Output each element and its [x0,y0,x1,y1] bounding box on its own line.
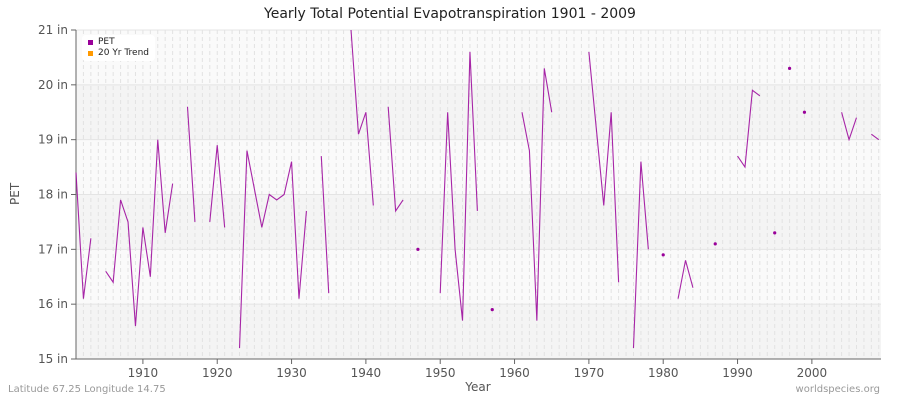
pet-line [841,112,857,142]
y-tick-label: 21 in [38,23,68,37]
legend-label: PET [98,37,115,47]
data-point [416,247,420,251]
legend-item-pet: PET [88,37,149,48]
x-tick-label: 1980 [648,366,679,380]
y-tick-label: 16 in [38,297,68,311]
x-tick-label: 1970 [574,366,605,380]
x-tick-label: 1910 [128,366,159,380]
data-point [787,66,792,70]
source-footer: worldspecies.org [795,384,880,395]
y-tick-label: 15 in [38,352,68,366]
pet-line [75,172,92,299]
x-tick-label: 1940 [351,366,382,380]
pet-line [350,29,374,206]
x-tick-label: 1960 [499,366,530,380]
data-point [773,231,777,235]
pet-line [387,106,404,213]
pet-line [238,150,307,349]
pet-line [677,260,694,299]
pet-line [186,106,196,222]
pet-line [105,139,174,327]
y-tick-label: 20 in [38,78,68,92]
data-point [713,242,717,246]
legend-item-trend: 20 Yr Trend [88,48,149,59]
data-point [802,110,807,114]
x-tick-label: 1950 [425,366,456,380]
pet-line [871,133,880,141]
y-axis-label: PET [8,182,22,205]
pet-line [737,89,761,169]
pet-line [632,161,649,349]
pet-line [209,145,226,228]
y-tick-label: 19 in [38,133,68,147]
y-tick-label: 17 in [38,242,68,256]
trend-swatch-icon [88,51,93,56]
pet-line [439,51,478,321]
pet-swatch-icon [88,40,93,45]
x-tick-label: 1990 [722,366,753,380]
data-point [490,308,494,312]
legend: PET 20 Yr Trend [82,35,156,61]
data-point [661,253,665,257]
pet-line [521,68,553,321]
x-axis-label: Year [465,380,491,394]
coordinates-footer: Latitude 67.25 Longitude 14.75 [8,384,166,395]
chart-title: Yearly Total Potential Evapotranspiratio… [264,6,636,22]
y-tick-label: 18 in [38,188,68,202]
x-tick-label: 1920 [202,366,233,380]
pet-line [320,156,330,294]
x-tick-label: 1930 [276,366,307,380]
x-tick-label: 2000 [797,366,828,380]
pet-line [588,51,620,283]
legend-label: 20 Yr Trend [98,48,150,58]
